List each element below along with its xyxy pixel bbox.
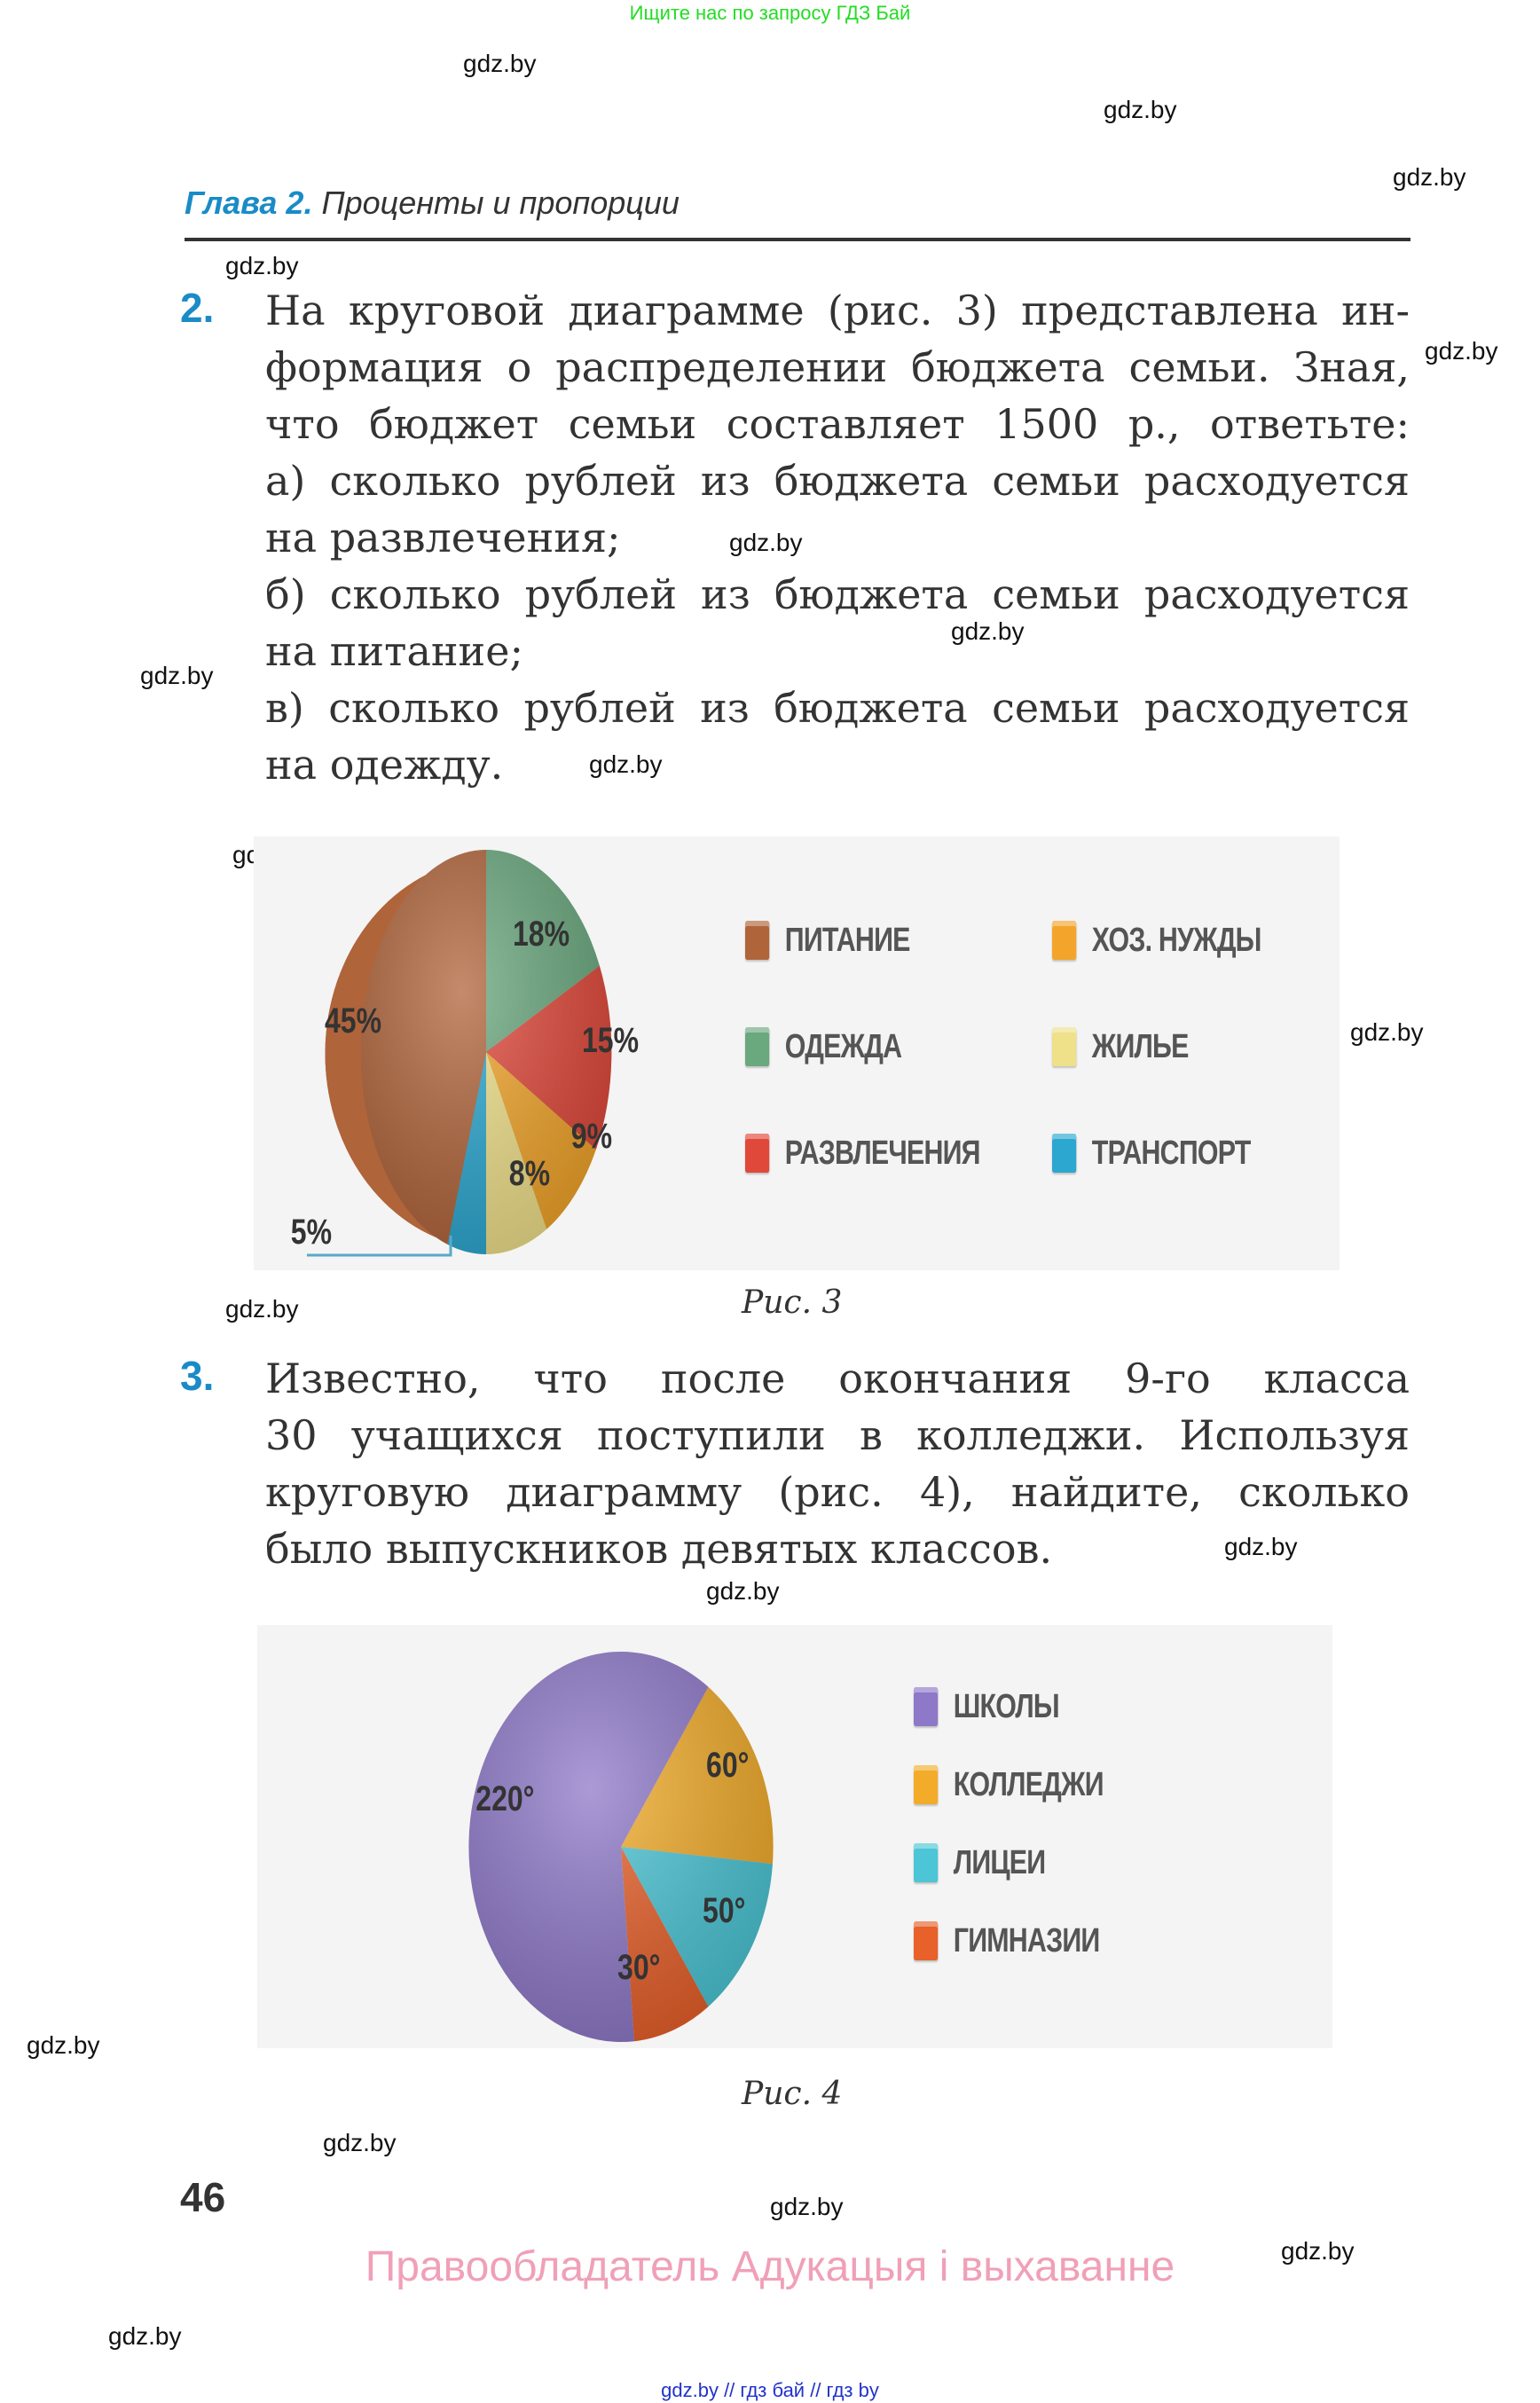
watermark: gdz.by xyxy=(729,529,803,556)
legend-label: ХОЗ. НУЖДЫ xyxy=(1091,921,1262,959)
watermark: gdz.by xyxy=(1393,163,1466,191)
figure-4-caption: Рис. 4 xyxy=(742,2076,843,2112)
slice-label-kolledzhi: 60° xyxy=(706,1746,750,1785)
legend-item-kolledzhi: КОЛЛЕДЖИ xyxy=(914,1765,1104,1804)
task-line: Известно, что после окончания 9-го класс… xyxy=(265,1355,1410,1402)
watermark: gdz.by xyxy=(1350,1018,1424,1046)
watermark: gdz.by xyxy=(225,252,299,279)
task-line: формация о распределении бюджета семьи. … xyxy=(265,343,1410,391)
task-line: на развлечения; xyxy=(265,514,621,561)
task-line: а) сколько рублей из бюджета семьи расхо… xyxy=(265,457,1410,505)
watermark: gdz.by xyxy=(463,50,537,77)
pie-slices xyxy=(468,1652,774,2043)
watermark: gdz.by xyxy=(770,2193,844,2220)
legend-label: РАЗВЛЕЧЕНИЯ xyxy=(784,1134,981,1172)
task-line: На круговой диаграмме (рис. 3) представл… xyxy=(265,287,1410,334)
chapter-header: Глава 2. Проценты и пропорции xyxy=(185,185,680,222)
legend-swatch xyxy=(745,921,770,960)
legend-swatch xyxy=(1052,921,1077,960)
page-number: 46 xyxy=(180,2174,226,2220)
task-number: 2. xyxy=(180,285,215,331)
footer-links[interactable]: gdz.by // гдз бай // гдз by xyxy=(661,2379,879,2401)
task-line: было выпускников девятых классов. xyxy=(265,1525,1053,1573)
legend-swatch xyxy=(914,1843,939,1882)
watermark: gdz.by xyxy=(706,1577,780,1605)
legend-item-transport: ТРАНСПОРТ xyxy=(1052,1134,1251,1173)
legend-label: ЛИЦЕИ xyxy=(953,1843,1046,1881)
task-line: что бюджет семьи составляет 1500 р., отв… xyxy=(265,400,1410,448)
task-2-text: На круговой диаграмме (рис. 3) представл… xyxy=(265,282,1410,793)
legend-label: ГИМНАЗИИ xyxy=(953,1921,1100,1959)
slice-label-gimnazii: 30° xyxy=(617,1948,661,1987)
legend-swatch xyxy=(1052,1027,1077,1066)
pie-slices xyxy=(307,850,612,1257)
task-line: на питание; xyxy=(265,627,523,675)
slice-label-odezhda: 18% xyxy=(513,915,570,954)
watermark: gdz.by xyxy=(1104,96,1177,123)
legend-item-pitanie: ПИТАНИЕ xyxy=(745,921,910,960)
legend-label: ШКОЛЫ xyxy=(953,1687,1060,1725)
slice-label-hoz: 9% xyxy=(570,1117,613,1156)
legend-label: ОДЕЖДА xyxy=(784,1027,902,1065)
legend-item-licei: ЛИЦЕИ xyxy=(914,1843,1046,1882)
watermark: gdz.by xyxy=(140,662,214,689)
task-line: 30 учащихся поступили в колледжи. Исполь… xyxy=(265,1411,1410,1459)
task-number: 3. xyxy=(180,1353,215,1399)
legend-label: ЖИЛЬЕ xyxy=(1091,1027,1190,1065)
figure-3-caption: Рис. 3 xyxy=(742,1284,843,1321)
slice-label-licei: 50° xyxy=(703,1891,746,1930)
slice-label-razvlechenia: 15% xyxy=(582,1021,640,1060)
task-3-text: Известно, что после окончания 9-го класс… xyxy=(265,1350,1410,1577)
watermark: gdz.by xyxy=(323,2129,397,2156)
legend-label: КОЛЛЕДЖИ xyxy=(953,1765,1104,1803)
copyright-notice: Правообладатель Адукацыя і выхаванне xyxy=(365,2243,1175,2290)
legend-item-odezhda: ОДЕЖДА xyxy=(745,1027,902,1066)
chapter-title: Проценты и пропорции xyxy=(321,185,680,221)
slice-label-pitanie: 45% xyxy=(325,1001,382,1041)
slice-label-zhilie: 8% xyxy=(508,1154,551,1193)
slice-label-shkoly: 220° xyxy=(475,1779,535,1818)
budget-pie-chart: 45% 18% 15% 9% 8% 5% ПИТАНИЕ ОДЕЖДА РАЗВ… xyxy=(254,836,1340,1270)
header-divider xyxy=(185,238,1410,241)
legend-label: ПИТАНИЕ xyxy=(784,921,911,959)
watermark: gdz.by xyxy=(1281,2237,1355,2265)
watermark: gdz.by xyxy=(589,750,663,778)
legend-item-hoz: ХОЗ. НУЖДЫ xyxy=(1052,921,1261,960)
legend-swatch xyxy=(745,1027,770,1066)
watermark: gdz.by xyxy=(108,2322,182,2350)
legend-item-gimnazii: ГИМНАЗИИ xyxy=(914,1921,1100,1960)
legend-swatch xyxy=(914,1921,939,1960)
watermark: gdz.by xyxy=(1425,337,1498,365)
search-banner: Ищите нас по запросу ГДЗ Бай xyxy=(629,2,911,24)
legend-swatch xyxy=(1052,1134,1077,1173)
task-line: на одежду. xyxy=(265,741,504,789)
watermark: gdz.by xyxy=(27,2031,100,2059)
legend-item-razvlechenia: РАЗВЛЕЧЕНИЯ xyxy=(745,1134,980,1173)
legend-swatch xyxy=(914,1765,939,1804)
watermark: gdz.by xyxy=(225,1295,299,1323)
graduates-pie-chart: 220° 60° 50° 30° ШКОЛЫ КОЛЛЕДЖИ ЛИЦЕИ ГИ… xyxy=(257,1625,1332,2048)
chapter-number: Глава 2. xyxy=(185,185,313,221)
legend-swatch xyxy=(745,1134,770,1173)
legend-item-zhilie: ЖИЛЬЕ xyxy=(1052,1027,1189,1066)
slice-label-transport: 5% xyxy=(290,1213,333,1252)
legend-swatch xyxy=(914,1687,939,1726)
task-line: в) сколько рублей из бюджета семьи расхо… xyxy=(265,684,1410,732)
task-line: б) сколько рублей из бюджета семьи расхо… xyxy=(265,570,1410,618)
legend-item-shkoly: ШКОЛЫ xyxy=(914,1687,1060,1726)
legend-label: ТРАНСПОРТ xyxy=(1091,1134,1252,1172)
watermark: gdz.by xyxy=(951,617,1025,645)
task-line: круговую диаграмму (рис. 4), найдите, ск… xyxy=(265,1468,1410,1516)
watermark: gdz.by xyxy=(1224,1533,1298,1560)
